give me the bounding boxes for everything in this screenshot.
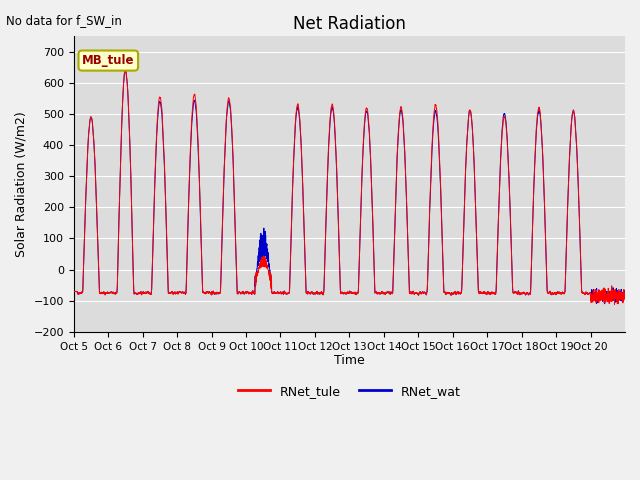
Title: Net Radiation: Net Radiation <box>293 15 406 33</box>
Text: No data for f_SW_in: No data for f_SW_in <box>6 14 122 27</box>
Y-axis label: Solar Radiation (W/m2): Solar Radiation (W/m2) <box>15 111 28 257</box>
X-axis label: Time: Time <box>334 354 365 368</box>
Legend: RNet_tule, RNet_wat: RNet_tule, RNet_wat <box>234 380 465 403</box>
Text: MB_tule: MB_tule <box>82 54 134 67</box>
